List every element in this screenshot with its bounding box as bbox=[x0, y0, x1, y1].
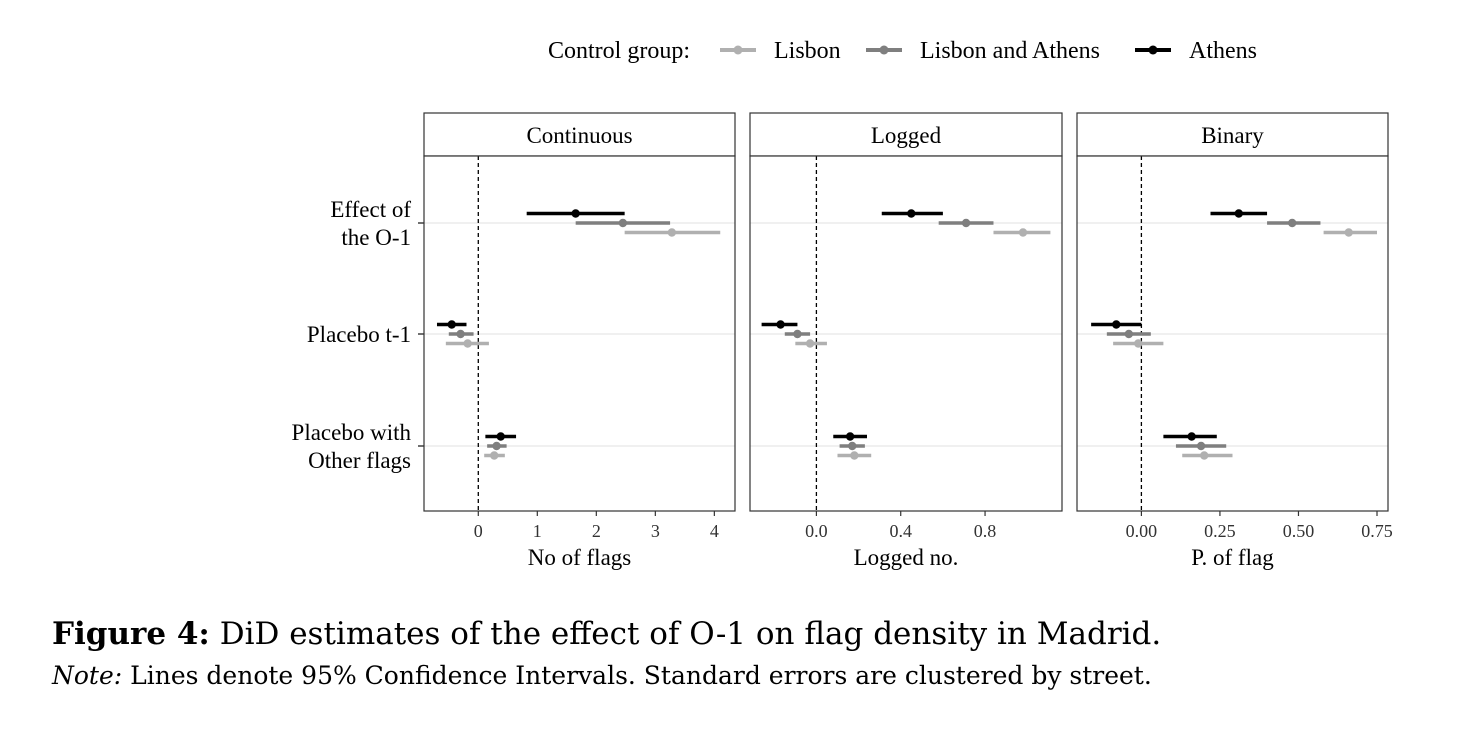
panel-strip bbox=[423, 112, 736, 157]
chart-panels: Continuous 0 1 2 3 4 No of flags Logged 0.0 0.4 0.… bbox=[423, 112, 1393, 570]
legend-entry-lisbon-and-athens: Lisbon and Athens bbox=[866, 38, 1100, 64]
panel-strip bbox=[1076, 112, 1389, 157]
legend-entry-athens: Athens bbox=[1135, 38, 1257, 64]
estimate-point bbox=[463, 339, 472, 348]
estimate-point bbox=[850, 451, 859, 460]
estimate-point bbox=[1018, 228, 1028, 237]
estimate-point bbox=[961, 218, 971, 228]
estimate-point bbox=[1124, 329, 1134, 339]
series-lisbon-and-athens bbox=[1106, 218, 1321, 451]
x-tick-label: 3 bbox=[651, 521, 660, 541]
note-label: Note: bbox=[52, 661, 123, 690]
panel-border bbox=[1076, 155, 1389, 512]
figure-label: Figure 4: bbox=[52, 616, 210, 652]
estimate-point bbox=[776, 320, 785, 329]
x-tick-label: 0.8 bbox=[974, 521, 997, 541]
figure-note: Note: Lines denote 95% Confidence Interv… bbox=[52, 661, 1152, 690]
panel-border bbox=[749, 155, 1063, 512]
y-tick-label-line: Other flags bbox=[308, 448, 411, 473]
x-tick-label: 4 bbox=[710, 521, 719, 541]
series-lisbon-and-athens bbox=[448, 218, 671, 451]
estimate-point bbox=[490, 451, 499, 460]
panel-continuous: Continuous 0 1 2 3 4 No of flags bbox=[423, 112, 736, 570]
y-axis-labels: Effect of the O-1 Placebo t-1 Placebo with O… bbox=[292, 197, 424, 473]
x-axis-label: No of flags bbox=[528, 545, 632, 570]
x-tick-label: 0.4 bbox=[889, 521, 912, 541]
estimate-point bbox=[1344, 228, 1353, 237]
estimate-point bbox=[805, 339, 815, 348]
estimate-point bbox=[456, 329, 465, 339]
coefficient-plot: Control group: Lisbon Lisbon and Athens Ath… bbox=[292, 38, 1393, 570]
y-tick-label-line: Placebo with bbox=[292, 420, 412, 445]
legend-key-point bbox=[879, 45, 889, 55]
legend-key-point bbox=[733, 45, 743, 55]
estimate-point bbox=[1234, 209, 1243, 218]
estimate-point bbox=[793, 329, 802, 339]
figure-caption-text: DiD estimates of the effect of O-1 on fl… bbox=[219, 616, 1162, 652]
estimate-point bbox=[496, 432, 505, 441]
y-tick-label-line: Effect of bbox=[330, 197, 411, 222]
estimate-point bbox=[618, 218, 628, 228]
x-tick-label: 0.0 bbox=[805, 521, 828, 541]
series-lisbon bbox=[795, 228, 1051, 460]
estimate-point bbox=[845, 432, 855, 441]
estimate-point bbox=[571, 209, 580, 218]
legend-key-point bbox=[1148, 45, 1158, 55]
x-axis-label: Logged no. bbox=[854, 545, 959, 570]
figure-caption: Figure 4: DiD estimates of the effect of… bbox=[52, 616, 1161, 652]
x-axis-label: P. of flag bbox=[1191, 545, 1274, 570]
x-tick-label: 0.25 bbox=[1204, 521, 1236, 541]
legend-label: Lisbon bbox=[774, 38, 841, 64]
y-tick-label: Placebo t-1 bbox=[307, 322, 411, 347]
panel-strip bbox=[749, 112, 1063, 157]
estimate-point bbox=[1187, 432, 1196, 441]
series-athens bbox=[436, 209, 625, 441]
x-tick-label: 0 bbox=[474, 521, 483, 541]
note-text: Lines denote 95% Confidence Intervals. S… bbox=[130, 661, 1152, 690]
x-tick-label: 1 bbox=[533, 521, 542, 541]
legend-title: Control group: bbox=[548, 38, 690, 64]
x-tick-label: 0.75 bbox=[1361, 521, 1393, 541]
x-tick-label: 0.00 bbox=[1126, 521, 1158, 541]
estimate-point bbox=[447, 320, 456, 329]
estimate-point bbox=[1200, 451, 1209, 460]
estimate-point bbox=[1134, 339, 1143, 348]
panel-logged: Logged 0.0 0.4 0.8 Logged no. bbox=[749, 112, 1063, 570]
legend: Control group: Lisbon Lisbon and Athens Ath… bbox=[548, 38, 1257, 64]
panel-title: Continuous bbox=[526, 123, 632, 148]
estimate-point bbox=[1196, 441, 1206, 451]
series-athens bbox=[761, 209, 943, 441]
legend-label: Lisbon and Athens bbox=[920, 38, 1100, 64]
x-tick-label: 2 bbox=[592, 521, 601, 541]
estimate-point bbox=[907, 209, 916, 218]
panel-title: Logged bbox=[871, 123, 942, 148]
estimate-point bbox=[492, 441, 501, 451]
legend-label: Athens bbox=[1189, 38, 1257, 64]
y-tick-label-line: Placebo t-1 bbox=[307, 322, 411, 347]
series-athens bbox=[1091, 209, 1268, 441]
panel-binary: Binary 0.00 0.25 0.50 0.75 P. of flag bbox=[1076, 112, 1393, 570]
estimate-point bbox=[1287, 218, 1297, 228]
series-lisbon-and-athens bbox=[784, 218, 994, 451]
series-lisbon bbox=[445, 228, 721, 460]
series-lisbon bbox=[1113, 228, 1378, 460]
estimate-point bbox=[1112, 320, 1121, 329]
y-tick-label: Placebo with Other flags bbox=[292, 420, 412, 473]
panel-title: Binary bbox=[1201, 123, 1264, 148]
y-tick-label-line: the O-1 bbox=[341, 225, 411, 250]
estimate-point bbox=[848, 441, 857, 451]
legend-entry-lisbon: Lisbon bbox=[720, 38, 841, 64]
y-tick-label: Effect of the O-1 bbox=[330, 197, 411, 250]
estimate-point bbox=[667, 228, 677, 237]
x-tick-label: 0.50 bbox=[1283, 521, 1315, 541]
